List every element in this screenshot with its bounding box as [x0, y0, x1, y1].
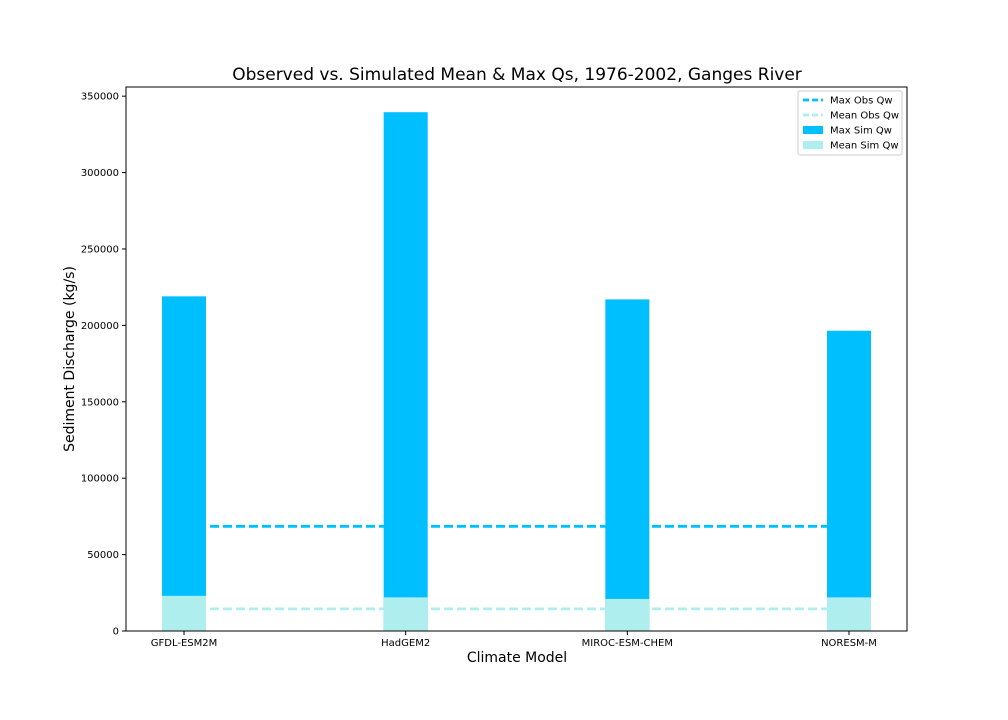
- legend-label-max-sim-qw: Max Sim Qw: [830, 126, 892, 137]
- y-tick-label: 50000: [87, 550, 119, 561]
- y-tick-label: 100000: [81, 474, 119, 485]
- bar-max-sim-qw-gfdl-esm2m: [162, 296, 206, 631]
- legend-label-mean-obs-qw: Mean Obs Qw: [830, 111, 899, 122]
- x-tick-label-hadgem2: HadGEM2: [381, 638, 430, 649]
- bar-max-sim-qw-noresm-m: [827, 330, 871, 631]
- bar-mean-sim-qw-gfdl-esm2m: [162, 595, 206, 631]
- x-tick-label-gfdl-esm2m: GFDL-ESM2M: [151, 638, 218, 649]
- bar-mean-sim-qw-hadgem2: [383, 597, 428, 631]
- y-tick-label: 300000: [81, 168, 119, 179]
- bars-group: [162, 112, 871, 631]
- x-tick-label-noresm-m: NORESM-M: [821, 638, 877, 649]
- reference-lines-group: [184, 524, 849, 611]
- bar-max-sim-qw-hadgem2: [383, 112, 428, 631]
- legend-swatch-mean-sim-qw: [803, 141, 823, 149]
- chart-title: Observed vs. Simulated Mean & Max Qs, 19…: [232, 65, 802, 85]
- y-tick-label: 250000: [81, 244, 119, 255]
- y-tick-label: 150000: [81, 397, 119, 408]
- y-tick-label: 200000: [81, 321, 119, 332]
- bar-mean-sim-qw-miroc-esm-chem: [605, 598, 650, 631]
- x-axis-label: Climate Model: [467, 650, 567, 666]
- y-axis-label: Sediment Discharge (kg/s): [62, 266, 78, 452]
- legend-label-max-obs-qw: Max Obs Qw: [830, 96, 893, 107]
- x-axis-ticks: GFDL-ESM2M HadGEM2 MIROC-ESM-CHEM NORESM-M: [151, 631, 877, 649]
- legend-box: [797, 90, 903, 156]
- x-tick-label-miroc-esm-chem: MIROC-ESM-CHEM: [582, 638, 673, 649]
- bar-mean-sim-qw-noresm-m: [827, 597, 871, 631]
- bar-max-sim-qw-miroc-esm-chem: [605, 299, 650, 631]
- y-tick-label: 0: [113, 627, 119, 638]
- y-tick-label: 350000: [81, 92, 119, 103]
- legend-swatch-max-sim-qw: [803, 126, 823, 134]
- legend: Max Obs Qw Mean Obs Qw Max Sim Qw Mean Sim …: [797, 90, 903, 156]
- plot-frame: [125, 86, 908, 632]
- y-axis-ticks: 0 50000 100000 150000 200000 250000 300000 3500…: [81, 92, 126, 638]
- legend-label-mean-sim-qw: Mean Sim Qw: [830, 141, 899, 152]
